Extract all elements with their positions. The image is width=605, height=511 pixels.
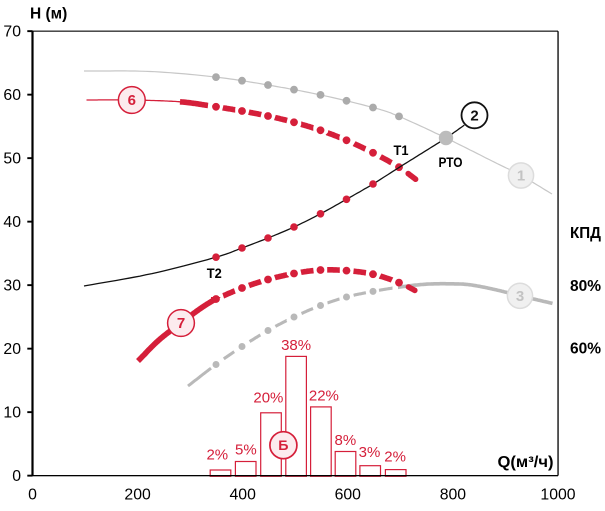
svg-text:60%: 60% xyxy=(570,341,601,358)
svg-text:200: 200 xyxy=(124,487,151,504)
svg-text:5%: 5% xyxy=(235,442,257,459)
svg-text:0: 0 xyxy=(12,468,21,485)
svg-text:400: 400 xyxy=(230,487,257,504)
svg-text:20: 20 xyxy=(3,341,21,358)
svg-text:80%: 80% xyxy=(570,278,601,295)
svg-text:КПД: КПД xyxy=(570,225,601,242)
svg-text:6: 6 xyxy=(128,92,136,109)
svg-text:70: 70 xyxy=(3,24,21,41)
svg-text:600: 600 xyxy=(335,487,362,504)
svg-text:РТО: РТО xyxy=(439,155,463,170)
svg-text:Б: Б xyxy=(278,438,288,454)
svg-text:Т1: Т1 xyxy=(394,143,409,158)
svg-text:800: 800 xyxy=(440,487,467,504)
svg-text:Q(м³/ч): Q(м³/ч) xyxy=(498,454,554,471)
svg-text:40: 40 xyxy=(3,214,21,231)
svg-text:Т2: Т2 xyxy=(207,266,222,281)
svg-text:0: 0 xyxy=(28,487,37,504)
svg-text:22%: 22% xyxy=(309,388,339,405)
svg-text:2%: 2% xyxy=(384,448,406,465)
svg-text:50: 50 xyxy=(3,151,21,168)
svg-text:60: 60 xyxy=(3,87,21,104)
svg-text:1: 1 xyxy=(517,168,525,185)
svg-text:20%: 20% xyxy=(253,390,283,407)
svg-text:2%: 2% xyxy=(206,447,228,464)
svg-text:3: 3 xyxy=(516,288,524,305)
svg-text:3%: 3% xyxy=(359,444,381,461)
svg-text:30: 30 xyxy=(3,278,21,295)
svg-text:1000: 1000 xyxy=(540,487,575,504)
svg-text:10: 10 xyxy=(3,405,21,422)
svg-text:2: 2 xyxy=(470,108,478,125)
svg-text:7: 7 xyxy=(177,315,185,332)
svg-text:8%: 8% xyxy=(335,432,357,449)
svg-text:Н (м): Н (м) xyxy=(30,6,67,23)
svg-text:38%: 38% xyxy=(281,337,311,354)
